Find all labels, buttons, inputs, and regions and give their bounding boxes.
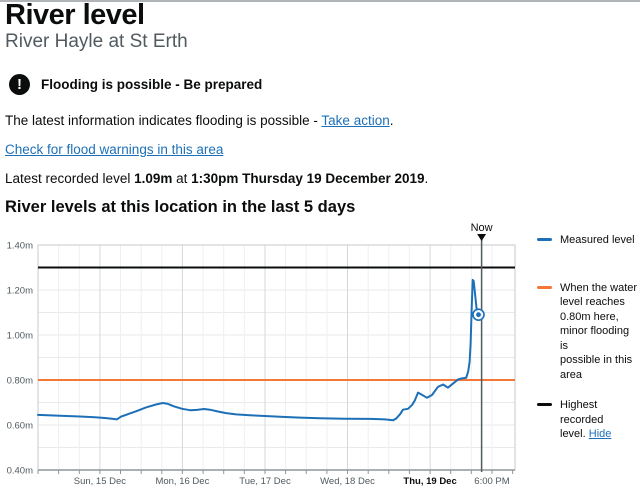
take-action-link[interactable]: Take action — [321, 113, 390, 128]
y-axis-label: 0.40m — [7, 466, 33, 477]
latest-recorded-text: Latest recorded level 1.09m at 1:30pm Th… — [5, 170, 428, 188]
chart-section-heading: River levels at this location in the las… — [5, 198, 356, 216]
page-subtitle: River Hayle at St Erth — [5, 31, 188, 52]
legend-hide-link[interactable]: Hide — [588, 428, 612, 440]
y-axis-label: 0.80m — [7, 376, 33, 387]
x-axis-label: 6:00 PM — [474, 476, 509, 487]
legend-item: When the water level reaches 0.80m here, mi… — [537, 281, 639, 383]
latest-info-suffix: . — [389, 113, 394, 128]
legend-item-text: When the water level reaches 0.80m here, mi… — [560, 281, 638, 381]
chart-legend: Measured level When the water level reache… — [537, 233, 639, 442]
flood-warning-banner: ! Flooding is possible - Be prepared — [9, 74, 262, 95]
x-axis-label: Sun, 15 Dec — [74, 476, 127, 487]
flood-warning-text: Flooding is possible - Be prepared — [41, 77, 263, 92]
x-axis-label: Wed, 18 Dec — [320, 476, 375, 487]
legend-key-dash-icon — [537, 403, 552, 406]
legend-key-dash-icon — [537, 238, 552, 241]
y-axis-label: 1.20m — [7, 286, 33, 297]
flood-warnings-area-link[interactable]: Check for flood warnings in this area — [5, 142, 224, 157]
latest-recorded-level: 1.09m — [134, 171, 173, 186]
page-title: River level — [5, 0, 145, 31]
river-levels-chart: Now 1.40m 1.20m 1.00m 0.80m 0.60m 0.40m Sun, 15… — [0, 218, 530, 488]
latest-reading-dot — [476, 312, 481, 318]
page-top-border — [0, 0, 640, 2]
latest-info-prefix: The latest information indicates floodin… — [5, 113, 322, 128]
legend-item-text: Highest recorded level. Hide — [560, 399, 612, 440]
x-axis-label: Thu, 19 Dec — [403, 476, 456, 487]
now-triangle-icon — [477, 234, 487, 241]
legend-key-dash-icon — [537, 285, 552, 289]
river-levels-chart-svg: Now 1.40m 1.20m 1.00m 0.80m 0.60m 0.40m Sun, 15… — [7, 222, 516, 487]
x-axis-label: Mon, 16 Dec — [155, 476, 209, 487]
y-axis-label: 1.40m — [7, 241, 33, 252]
latest-recorded-datetime: 1:30pm Thursday 19 December 2019 — [191, 171, 425, 186]
legend-item: Measured level — [537, 233, 639, 248]
now-label: Now — [471, 222, 493, 234]
latest-recorded-prefix: Latest recorded level — [5, 171, 135, 186]
legend-item: Highest recorded level. Hide — [537, 398, 639, 442]
legend-item-text: Measured level — [560, 234, 635, 246]
exclamation-icon: ! — [9, 74, 30, 95]
latest-recorded-suffix: . — [424, 171, 429, 186]
measured-level-line — [37, 278, 480, 422]
warnings-link-row: Check for flood warnings in this area — [5, 141, 223, 159]
latest-info-text: The latest information indicates floodin… — [5, 112, 393, 130]
latest-recorded-mid: at — [172, 171, 192, 186]
y-axis-label: 0.60m — [7, 421, 33, 432]
x-axis-label: Tue, 17 Dec — [239, 476, 291, 487]
y-axis-label: 1.00m — [7, 331, 33, 342]
